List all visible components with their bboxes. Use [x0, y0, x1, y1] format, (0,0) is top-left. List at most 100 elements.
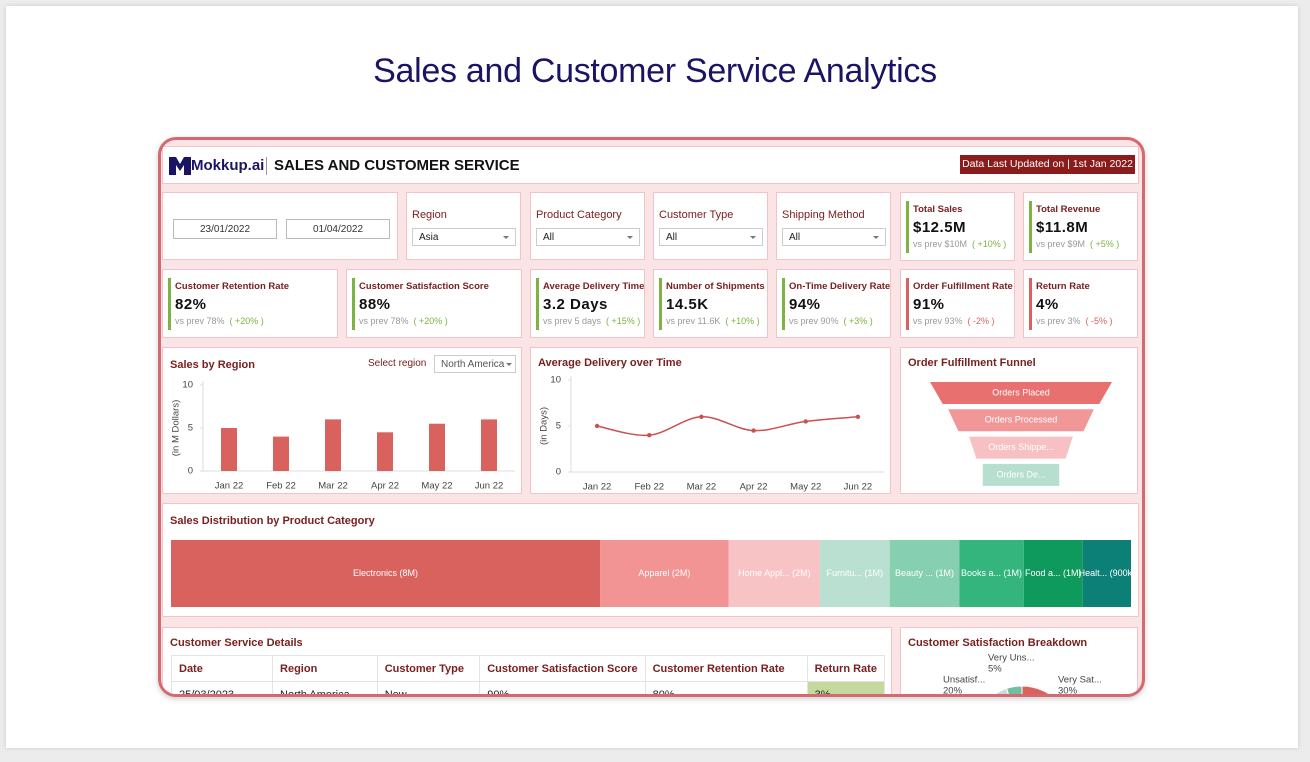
funnel-label: Orders Placed: [992, 387, 1050, 397]
treemap-cell: [171, 540, 601, 607]
column-header: Customer Type: [376, 655, 481, 682]
bar: [481, 419, 497, 471]
dashboard: Mokkup.ai SALES AND CUSTOMER SERVICE Dat…: [158, 137, 1145, 697]
selector-label: Select region: [368, 358, 427, 369]
x-tick-label: May 22: [421, 481, 452, 492]
filter-label: Shipping Method: [782, 209, 865, 221]
x-tick-label: Jun 22: [475, 481, 504, 492]
kpi-change: ( +10% ): [725, 316, 760, 326]
kpi-prev: vs prev 90%: [789, 316, 839, 326]
funnel-label: Orders Processed: [985, 415, 1058, 425]
filter-value: All: [789, 232, 801, 243]
filter-label: Region: [412, 209, 447, 221]
kpi-value: 91%: [913, 296, 945, 313]
line-point: [699, 414, 704, 419]
funnel-stage: [948, 409, 1094, 432]
kpi-prev: vs prev 93%: [913, 316, 963, 326]
date-panel: 23/01/2022 01/04/2022: [162, 192, 398, 260]
line-point: [751, 428, 756, 433]
kpi-change: ( -2% ): [967, 316, 995, 326]
table-title: Customer Service Details: [170, 637, 303, 649]
region-select[interactable]: North America: [434, 355, 516, 373]
x-tick-label: Mar 22: [687, 482, 717, 493]
kpi-change: ( +3% ): [843, 316, 873, 326]
separator: [266, 157, 267, 175]
kpi-prev-line: vs prev 93% ( -2% ): [913, 316, 995, 326]
caret: [750, 236, 756, 239]
kpi-title: Total Sales: [913, 204, 963, 215]
chart-title: Sales by Region: [170, 359, 255, 371]
chart-panel: Sales Distribution by Product Category El…: [162, 503, 1139, 617]
caret: [503, 236, 509, 239]
table-cell: 90%: [479, 681, 646, 694]
filter-value: All: [543, 232, 555, 243]
treemap-label: Home Appl... (2M): [738, 568, 811, 578]
filter-select[interactable]: All: [782, 228, 886, 246]
treemap-label: Furnitu... (1M): [827, 568, 884, 578]
kpi-change: ( -5% ): [1085, 316, 1113, 326]
chart: Unsatisf...20% Very Uns...5% Very Sat...30…: [943, 653, 1102, 694]
kpi-prev-line: vs prev $9M ( +5% ): [1036, 239, 1119, 249]
x-tick-label: Feb 22: [266, 481, 296, 492]
kpi-accent: [352, 278, 355, 330]
chart: 0 5 10(in M Dollars) Jan 22 Feb 22 Mar 22 Apr …: [171, 380, 515, 492]
treemap-cell: [1082, 540, 1131, 607]
caret: [873, 236, 879, 239]
funnel-stage: [982, 463, 1060, 486]
filter-select[interactable]: All: [536, 228, 640, 246]
kpi-accent: [536, 278, 539, 330]
table-cell: North America: [272, 681, 378, 694]
table-row: 25/03/2023 North America New 90% 80% 3%: [170, 681, 886, 694]
kpi-card: Average Delivery Time 3.2 Days vs prev 5 d…: [530, 269, 645, 338]
pie-label: Unsatisf...: [943, 675, 985, 686]
kpi-prev-line: vs prev 78% ( +20% ): [359, 316, 448, 326]
kpi-title: Total Revenue: [1036, 204, 1101, 215]
kpi-prev: vs prev 11.6K: [666, 316, 721, 326]
y-tick-label: 10: [550, 375, 561, 386]
data-table: Date Region Customer Type Customer Satisfac…: [170, 655, 886, 694]
filter-value: All: [666, 232, 678, 243]
chart: Orders Placed Orders Processed Orders Ship…: [930, 382, 1112, 486]
table-panel: Customer Service Details Date Region Custom…: [162, 627, 892, 694]
kpi-title: Return Rate: [1036, 281, 1090, 292]
x-tick-label: Jan 22: [583, 482, 612, 493]
kpi-accent: [906, 278, 909, 330]
chart: Electronics (8M) Apparel (2M) Home Appl...…: [171, 540, 1135, 607]
filter-value: Asia: [419, 232, 439, 243]
kpi-prev-line: vs prev 90% ( +3% ): [789, 316, 873, 326]
kpi-value: 4%: [1036, 296, 1059, 313]
x-tick-label: Apr 22: [740, 482, 768, 493]
line-point: [647, 433, 652, 438]
kpi-card: Total Revenue $11.8M vs prev $9M ( +5% ): [1023, 192, 1138, 261]
filter-select[interactable]: All: [659, 228, 763, 246]
kpi-change: ( +15% ): [606, 316, 641, 326]
column-header: Customer Satisfaction Score: [479, 655, 646, 682]
treemap-cell: [1023, 540, 1083, 607]
filter-panel: Region Asia: [406, 192, 521, 260]
pie-label: Very Sat...: [1058, 675, 1102, 686]
chart: 0 5 10 (in Days) Jan 22 Feb 22 Mar 22 Apr 22 May…: [539, 375, 884, 493]
filter-label: Product Category: [536, 209, 622, 221]
table-cell: 80%: [644, 681, 808, 694]
kpi-card: Number of Shipments 14.5K vs prev 11.6K ( +…: [653, 269, 768, 338]
funnel-stage: [969, 436, 1073, 459]
kpi-change: ( +20% ): [229, 316, 264, 326]
kpi-prev-line: vs prev 5 days ( +15% ): [543, 316, 640, 326]
kpi-prev-line: vs prev 3% ( -5% ): [1036, 316, 1113, 326]
filter-select[interactable]: Asia: [412, 228, 516, 246]
kpi-accent: [659, 278, 662, 330]
date-input[interactable]: 23/01/2022: [173, 219, 277, 239]
kpi-title: Order Fulfillment Rate: [913, 281, 1013, 292]
bar: [273, 436, 289, 471]
kpi-title: Number of Shipments: [666, 281, 765, 292]
column-header: Customer Retention Rate: [644, 655, 808, 682]
y-axis-label: (in Days): [539, 407, 550, 445]
chart-panel: Sales by Region 0 5 10 (in M Dollars) Jan 22 F…: [162, 347, 522, 494]
column-header: Return Rate: [806, 655, 886, 682]
date-input[interactable]: 01/04/2022: [286, 219, 390, 239]
kpi-value: 88%: [359, 296, 391, 313]
logo-icon: [169, 157, 191, 175]
chart-panel: Order Fulfillment Funnel Orders Placed Ord…: [900, 347, 1138, 494]
chart-title: Average Delivery over Time: [538, 357, 682, 369]
kpi-value: 82%: [175, 296, 207, 313]
